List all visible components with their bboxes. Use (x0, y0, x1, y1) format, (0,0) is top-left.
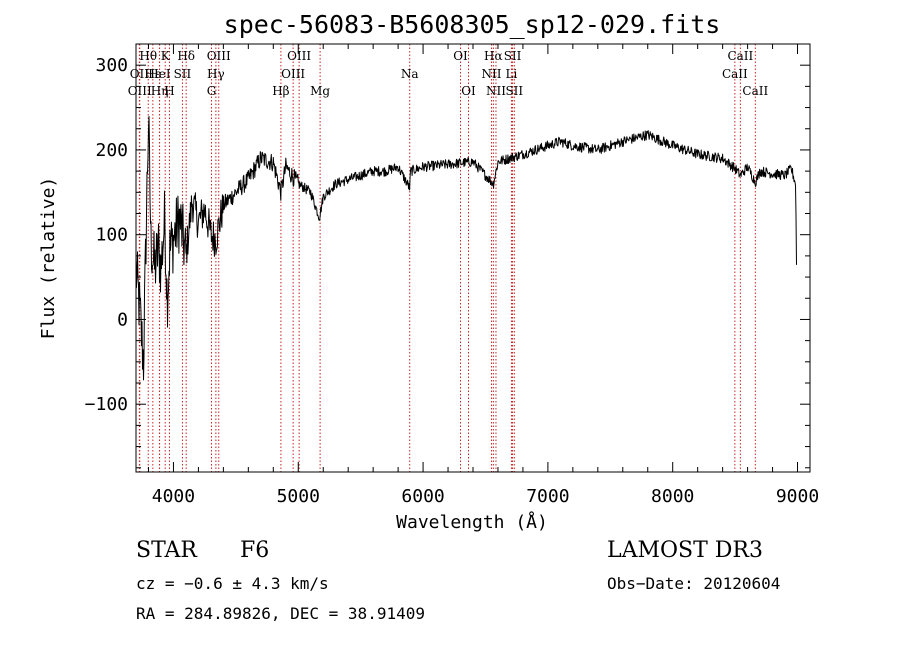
x-tick-labels: 4000 5000 6000 7000 8000 9000 (152, 486, 819, 507)
line-label-3: Hε (145, 67, 162, 81)
line-label-24: Li (506, 67, 518, 81)
x-tick-label-2: 6000 (401, 486, 444, 507)
spectrum-chart: spec-56083-B5608305_sp12-029.fits Hθ OII O… (38, 10, 819, 533)
line-label-11: Hγ (207, 67, 225, 81)
line-label-0: Hθ (139, 49, 157, 63)
y-tick-label-0: −100 (85, 394, 128, 415)
line-label-10: OIII (207, 49, 231, 63)
y-tick-label-2: 100 (95, 225, 128, 246)
x-tick-label-5: 9000 (776, 486, 819, 507)
line-label-20: Hα (484, 49, 503, 63)
x-axis-label: Wavelength (Å) (396, 511, 548, 533)
spectrum-line (135, 116, 797, 381)
axis-ticks (136, 43, 810, 472)
line-label-23: SII (504, 49, 522, 63)
object-class: STAR (136, 538, 197, 563)
y-axis-label: Flux (relative) (38, 177, 59, 340)
line-label-14: OIII (287, 49, 311, 63)
line-label-8: Hδ (177, 49, 195, 63)
plot-frame (135, 43, 811, 473)
spectrum-series (135, 116, 797, 381)
line-label-27: CaII (722, 67, 748, 81)
line-label-9: SII (174, 67, 192, 81)
line-label-12: G (207, 84, 217, 98)
observation-date: Obs−Date: 20120604 (607, 574, 781, 593)
line-label-1: OII (130, 67, 150, 81)
x-tick-label-3: 7000 (526, 486, 569, 507)
x-tick-label-0: 4000 (152, 486, 195, 507)
line-label-19: OI (461, 84, 476, 98)
sky-coordinates: RA = 284.89826, DEC = 38.91409 (136, 604, 425, 623)
y-tick-label-3: 200 (95, 140, 128, 161)
line-label-7: H (164, 84, 174, 98)
line-label-5: K (161, 49, 171, 63)
redshift-velocity: cz = −0.6 ± 4.3 km/s (136, 574, 329, 593)
line-label-26: CaII (727, 49, 753, 63)
line-label-2: OIII (128, 84, 152, 98)
y-tick-label-4: 300 (95, 55, 128, 76)
survey-name: LAMOST DR3 (607, 538, 763, 563)
spectral-line-markers (138, 44, 756, 472)
line-label-6: HeI (148, 67, 171, 81)
line-label-16: Mg (310, 84, 330, 98)
spectral-line-labels: Hθ OII OIII Hε Hη K HeI H Hδ SII OIII Hγ G Hβ OIII OIII… (128, 49, 769, 98)
chart-title: spec-56083-B5608305_sp12-029.fits (224, 10, 721, 39)
line-label-13: Hβ (272, 84, 289, 98)
line-label-17: Na (401, 67, 419, 81)
line-label-22: NII (486, 84, 506, 98)
line-label-4: Hη (151, 84, 169, 98)
line-label-28: CaII (742, 84, 768, 98)
object-subclass: F6 (240, 538, 270, 563)
line-label-18: OI (453, 49, 468, 63)
x-tick-label-4: 8000 (651, 486, 694, 507)
x-tick-label-1: 5000 (277, 486, 320, 507)
line-label-25: SII (505, 84, 523, 98)
y-tick-label-1: 0 (117, 309, 128, 330)
line-label-15: OIII (281, 67, 305, 81)
line-label-21: NII (481, 67, 501, 81)
y-tick-labels: −100 0 100 200 300 (85, 55, 128, 415)
